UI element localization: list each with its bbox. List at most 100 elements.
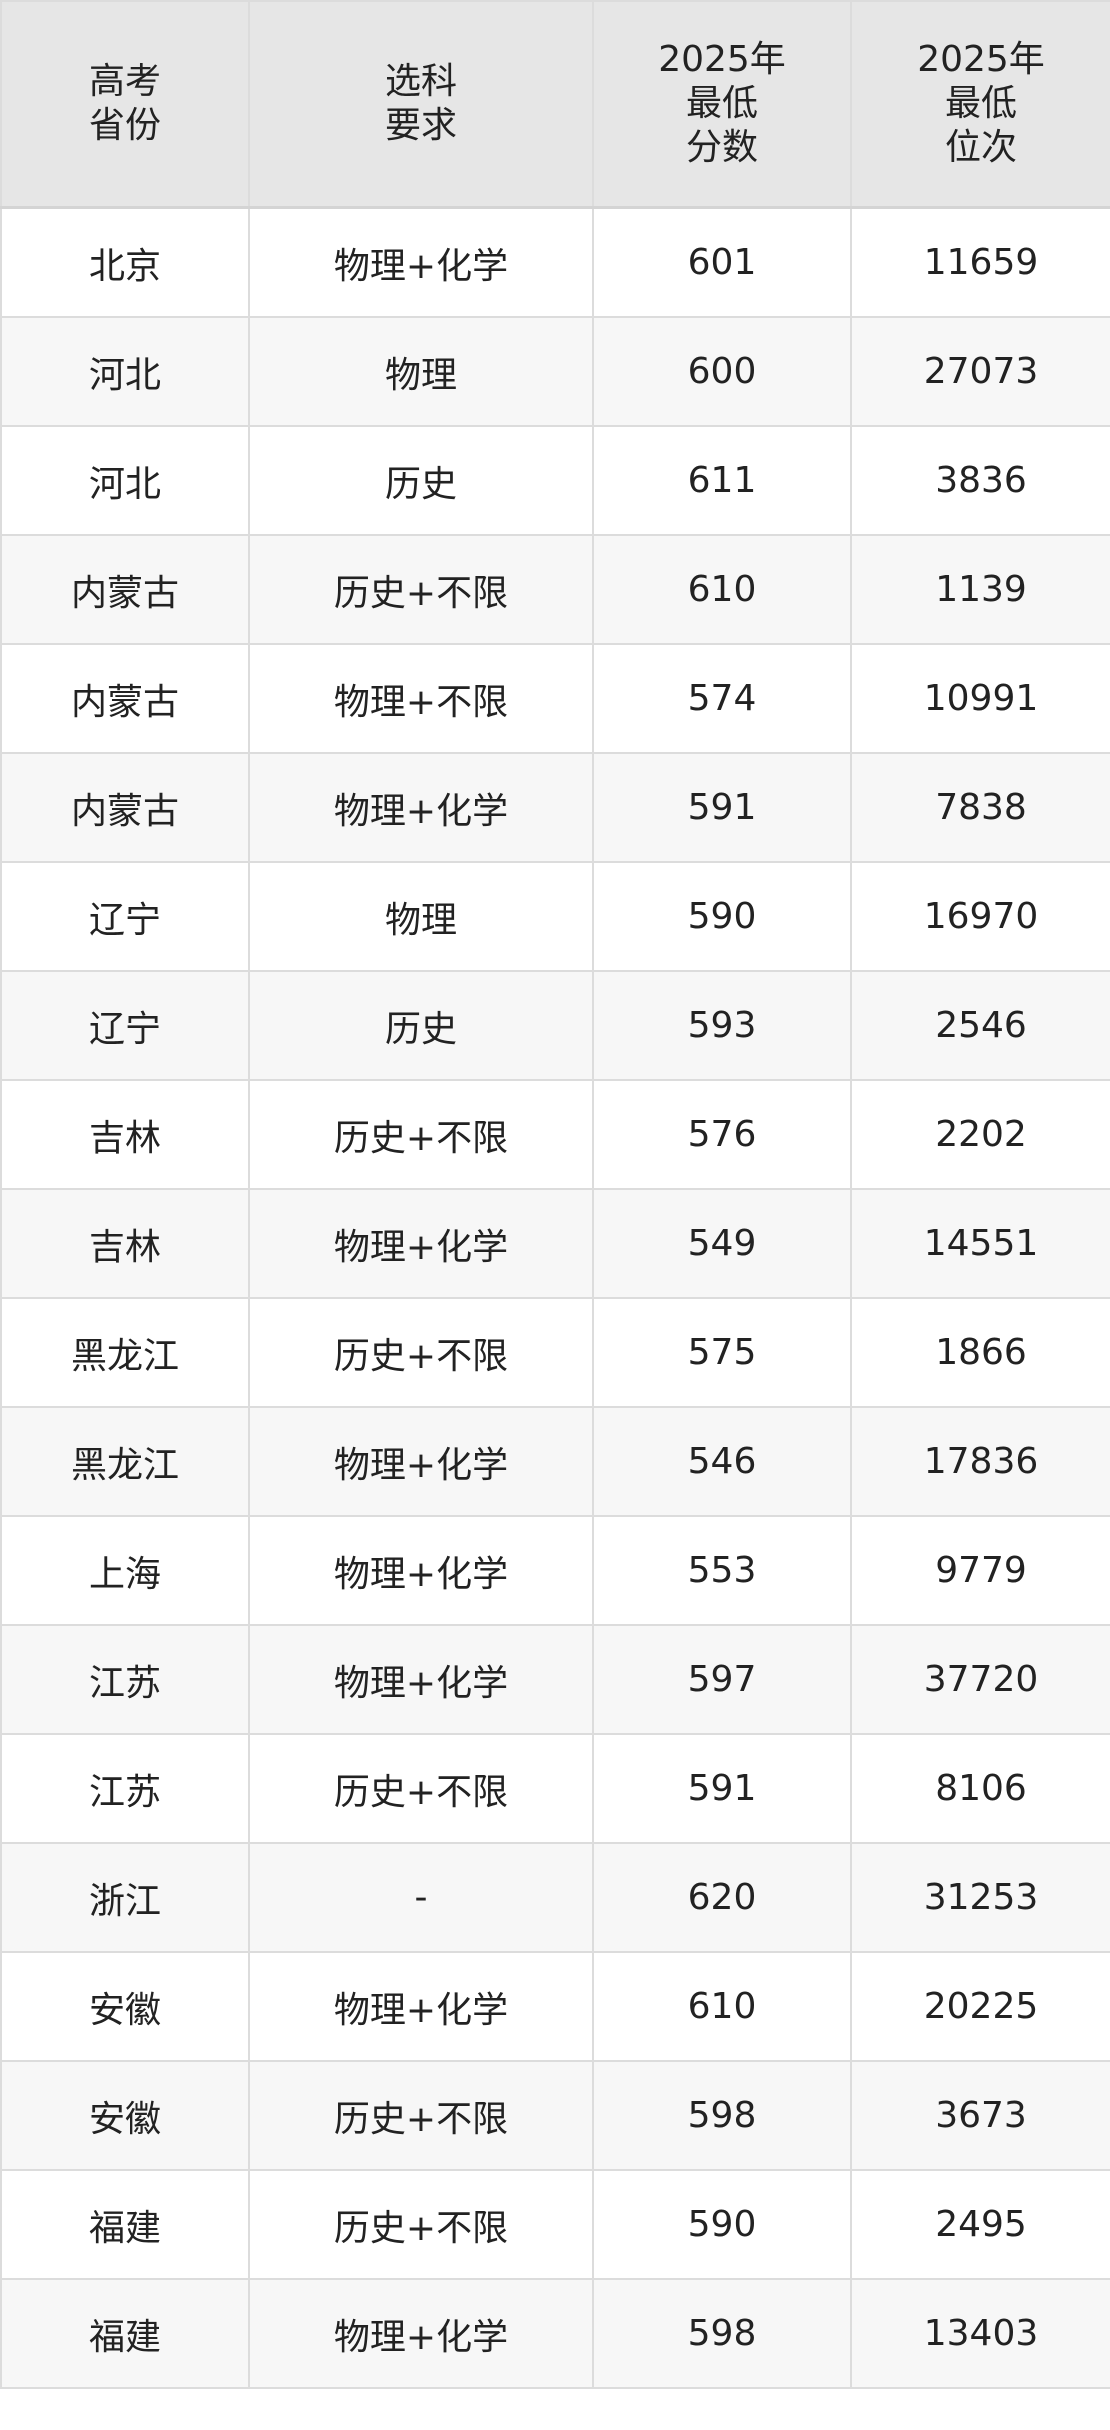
- cell-subject: 物理+化学: [248, 1624, 594, 1735]
- cell-province: 安徽: [0, 1951, 250, 2062]
- cell-min-rank: 10991: [850, 643, 1110, 754]
- cell-province: 河北: [0, 425, 250, 536]
- cell-min-score: 600: [592, 316, 852, 427]
- cell-min-rank: 27073: [850, 316, 1110, 427]
- table-row: 黑龙江 物理+化学 546 17836: [0, 1406, 1110, 1517]
- cell-min-rank: 37720: [850, 1624, 1110, 1735]
- cell-min-rank: 11659: [850, 206, 1110, 318]
- cell-min-rank: 13403: [850, 2278, 1110, 2389]
- cell-province: 江苏: [0, 1624, 250, 1735]
- cell-min-score: 611: [592, 425, 852, 536]
- cell-province: 内蒙古: [0, 643, 250, 754]
- cell-min-score: 610: [592, 534, 852, 645]
- header-min-score: 2025年 最低 分数: [592, 0, 852, 209]
- table-row: 辽宁 物理 590 16970: [0, 861, 1110, 972]
- cell-province: 吉林: [0, 1079, 250, 1190]
- cell-province: 北京: [0, 206, 250, 318]
- cell-subject: 历史: [248, 970, 594, 1081]
- table-row: 浙江 -620 31253: [0, 1842, 1110, 1953]
- cell-min-rank: 2495: [850, 2169, 1110, 2280]
- cell-min-score: 598: [592, 2278, 852, 2389]
- cell-subject: 历史+不限: [248, 1733, 594, 1844]
- cell-min-rank: 17836: [850, 1406, 1110, 1517]
- cell-province: 河北: [0, 316, 250, 427]
- cell-min-score: 591: [592, 752, 852, 863]
- cell-province: 吉林: [0, 1188, 250, 1299]
- cell-min-rank: 3673: [850, 2060, 1110, 2171]
- table-row: 上海 物理+化学 553 9779: [0, 1515, 1110, 1626]
- cell-subject: 物理: [248, 861, 594, 972]
- cell-province: 内蒙古: [0, 752, 250, 863]
- cell-min-rank: 7838: [850, 752, 1110, 863]
- cell-min-score: 575: [592, 1297, 852, 1408]
- cell-province: 福建: [0, 2278, 250, 2389]
- cell-min-score: 590: [592, 2169, 852, 2280]
- cell-min-rank: 2546: [850, 970, 1110, 1081]
- cell-subject: 物理+化学: [248, 1188, 594, 1299]
- cell-subject: 历史+不限: [248, 2060, 594, 2171]
- cell-subject: -: [248, 1842, 594, 1953]
- cell-subject: 历史+不限: [248, 534, 594, 645]
- cell-min-score: 590: [592, 861, 852, 972]
- cell-min-score: 597: [592, 1624, 852, 1735]
- cell-min-rank: 1139: [850, 534, 1110, 645]
- table-row: 江苏 历史+不限 591 8106: [0, 1733, 1110, 1844]
- cell-subject: 物理+化学: [248, 206, 594, 318]
- cell-province: 黑龙江: [0, 1406, 250, 1517]
- cell-subject: 历史+不限: [248, 1297, 594, 1408]
- table-row: 福建 历史+不限 590 2495: [0, 2169, 1110, 2280]
- table-row: 河北 历史 611 3836: [0, 425, 1110, 536]
- table-row: 内蒙古 物理+化学 591 7838: [0, 752, 1110, 863]
- cell-province: 浙江: [0, 1842, 250, 1953]
- cell-min-score: 601: [592, 206, 852, 318]
- cell-subject: 物理+化学: [248, 1951, 594, 2062]
- cell-min-rank: 20225: [850, 1951, 1110, 2062]
- cell-province: 辽宁: [0, 970, 250, 1081]
- header-subject: 选科 要求: [248, 0, 594, 209]
- cell-province: 辽宁: [0, 861, 250, 972]
- table-row: 江苏 物理+化学 597 37720: [0, 1624, 1110, 1735]
- cell-subject: 历史+不限: [248, 2169, 594, 2280]
- cell-province: 江苏: [0, 1733, 250, 1844]
- cell-province: 内蒙古: [0, 534, 250, 645]
- cell-province: 黑龙江: [0, 1297, 250, 1408]
- cell-min-score: 574: [592, 643, 852, 754]
- cell-subject: 历史+不限: [248, 1079, 594, 1190]
- table-row: 河北 物理 600 27073: [0, 316, 1110, 427]
- cell-min-score: 598: [592, 2060, 852, 2171]
- cell-min-score: 576: [592, 1079, 852, 1190]
- cell-subject: 物理+化学: [248, 2278, 594, 2389]
- table-row: 内蒙古 历史+不限 610 1139: [0, 534, 1110, 645]
- table-row: 吉林 历史+不限 576 2202: [0, 1079, 1110, 1190]
- cell-min-score: 553: [592, 1515, 852, 1626]
- cell-min-rank: 14551: [850, 1188, 1110, 1299]
- cell-province: 安徽: [0, 2060, 250, 2171]
- cell-subject: 物理+化学: [248, 1515, 594, 1626]
- table-row: 北京 物理+化学 601 11659: [0, 206, 1110, 318]
- table-row: 安徽 物理+化学 610 20225: [0, 1951, 1110, 2062]
- cell-min-rank: 31253: [850, 1842, 1110, 1953]
- cell-province: 上海: [0, 1515, 250, 1626]
- cell-province: 福建: [0, 2169, 250, 2280]
- cell-min-rank: 16970: [850, 861, 1110, 972]
- cell-subject: 物理+不限: [248, 643, 594, 754]
- cell-min-score: 549: [592, 1188, 852, 1299]
- cell-min-rank: 1866: [850, 1297, 1110, 1408]
- cell-subject: 物理+化学: [248, 752, 594, 863]
- cell-min-rank: 9779: [850, 1515, 1110, 1626]
- cell-min-score: 620: [592, 1842, 852, 1953]
- table-row: 辽宁 历史 593 2546: [0, 970, 1110, 1081]
- table-row: 吉林 物理+化学 549 14551: [0, 1188, 1110, 1299]
- cell-subject: 物理+化学: [248, 1406, 594, 1517]
- header-min-rank: 2025年 最低 位次: [850, 0, 1110, 209]
- cell-min-score: 593: [592, 970, 852, 1081]
- table-row: 内蒙古 物理+不限 574 10991: [0, 643, 1110, 754]
- cell-min-score: 610: [592, 1951, 852, 2062]
- cell-subject: 历史: [248, 425, 594, 536]
- header-row: 高考 省份 选科 要求 2025年 最低 分数 2025年 最低 位次: [0, 0, 1110, 209]
- cell-min-score: 546: [592, 1406, 852, 1517]
- cell-min-rank: 3836: [850, 425, 1110, 536]
- table-row: 黑龙江 历史+不限 575 1866: [0, 1297, 1110, 1408]
- cell-min-rank: 8106: [850, 1733, 1110, 1844]
